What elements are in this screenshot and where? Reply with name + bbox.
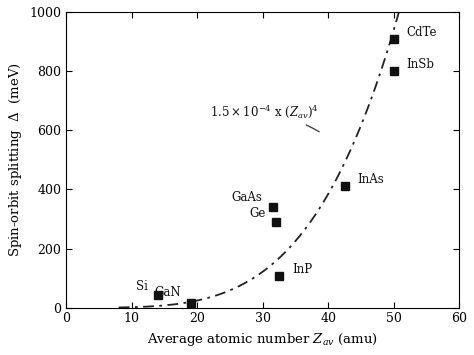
Text: GaN: GaN <box>154 286 181 299</box>
Text: InSb: InSb <box>407 58 435 71</box>
Text: $1.5\times10^{-4}$ x $(Z_{av})^{4}$: $1.5\times10^{-4}$ x $(Z_{av})^{4}$ <box>210 104 319 132</box>
Text: Si: Si <box>137 280 148 293</box>
Text: CdTe: CdTe <box>407 26 437 39</box>
Text: Ge: Ge <box>250 207 266 219</box>
Text: GaAs: GaAs <box>232 191 263 204</box>
Y-axis label: Spin-orbit splitting  $\Delta$  (meV): Spin-orbit splitting $\Delta$ (meV) <box>7 62 24 257</box>
X-axis label: Average atomic number $Z_{av}$ (amu): Average atomic number $Z_{av}$ (amu) <box>147 331 378 348</box>
Text: InP: InP <box>292 263 312 276</box>
Text: InAs: InAs <box>357 173 384 186</box>
